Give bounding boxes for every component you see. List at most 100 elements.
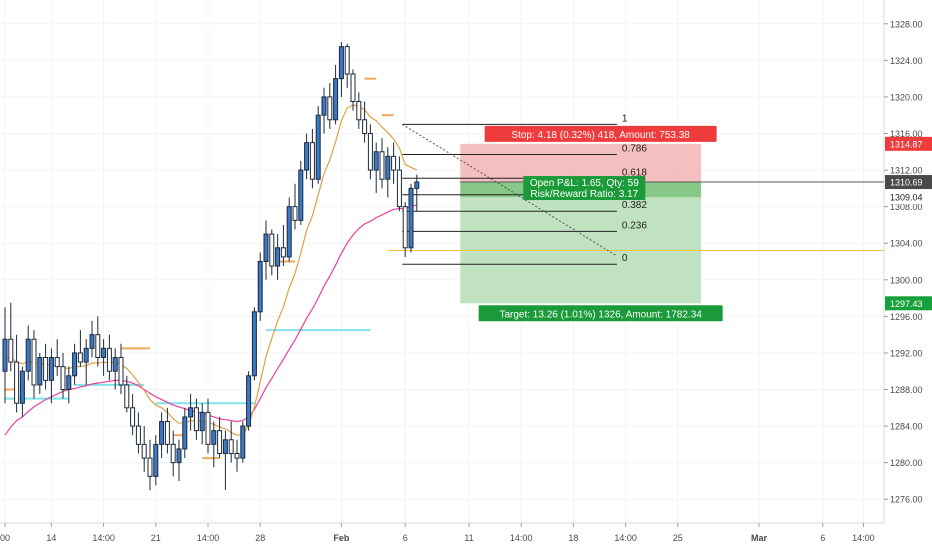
price-tick-label: 1296.00 bbox=[890, 312, 923, 322]
pnl-label-bg bbox=[523, 176, 646, 201]
price-tick-label: 1280.00 bbox=[890, 458, 923, 468]
candle-body bbox=[257, 261, 263, 313]
candle-body bbox=[153, 443, 159, 477]
candle-body bbox=[408, 187, 414, 249]
candle-body bbox=[141, 443, 147, 459]
time-tick-label: 18 bbox=[568, 533, 578, 543]
candle-body bbox=[159, 421, 165, 445]
ma-pink-line bbox=[4, 204, 417, 436]
time-tick-label: 14:00 bbox=[197, 533, 220, 543]
pnl-label-text: Open P&L: 1.65, Qty: 59 bbox=[530, 178, 639, 189]
candle-body bbox=[304, 142, 310, 171]
price-badge-label: 1297.43 bbox=[890, 299, 923, 309]
price-badge-label: 1309.04 bbox=[890, 193, 923, 203]
candle-body bbox=[25, 338, 31, 372]
candle-body bbox=[101, 347, 107, 359]
candle-body bbox=[77, 352, 83, 363]
candle-body bbox=[193, 407, 199, 432]
time-tick-label: 00 bbox=[0, 533, 10, 543]
fib-level-label: 0 bbox=[622, 253, 628, 264]
target-label-text: Target: 13.26 (1.01%) 1326, Amount: 1782… bbox=[499, 309, 702, 320]
candle-body bbox=[83, 347, 89, 363]
candle-body bbox=[112, 357, 118, 372]
price-tick-label: 1292.00 bbox=[890, 348, 923, 358]
candle-body bbox=[60, 366, 66, 391]
price-badge-bg bbox=[885, 296, 932, 311]
candle-body bbox=[321, 96, 327, 116]
price-tick-label: 1312.00 bbox=[890, 166, 923, 176]
candle-body bbox=[362, 119, 368, 134]
candle-body bbox=[130, 407, 136, 427]
candle-body bbox=[327, 96, 333, 121]
candle-body bbox=[228, 439, 234, 455]
position-tool[interactable] bbox=[460, 143, 884, 304]
candle-body bbox=[95, 334, 101, 359]
fib-trend-line bbox=[402, 123, 618, 257]
candle-body bbox=[396, 169, 402, 208]
time-tick-label: Feb bbox=[333, 533, 350, 543]
time-axis[interactable]: 00 14 14:00 21 14:00 28 Feb 6 11 14:00 18 14:00 25 Ma… bbox=[0, 522, 884, 543]
candle-body bbox=[176, 448, 182, 464]
candlestick-series bbox=[2, 42, 420, 491]
candle-body bbox=[263, 233, 269, 262]
price-badge-label: 1314.87 bbox=[890, 139, 923, 149]
fib-level-label: 1 bbox=[622, 113, 628, 124]
candle-body bbox=[170, 443, 176, 464]
price-badge-bg bbox=[885, 190, 932, 205]
stop-label-bg bbox=[484, 125, 717, 142]
candle-body bbox=[356, 100, 362, 121]
stop-label-text: Stop: 4.18 (0.32%) 418, Amount: 753.38 bbox=[511, 130, 690, 141]
candle-body bbox=[350, 73, 356, 102]
candle-body bbox=[8, 338, 14, 363]
rr-label-text: Risk/Reward Ratio: 3.17 bbox=[530, 189, 638, 200]
time-tick-label: 14:00 bbox=[614, 533, 637, 543]
time-tick-label: 14:00 bbox=[510, 533, 533, 543]
candle-body bbox=[292, 206, 298, 221]
candle-body bbox=[344, 46, 350, 75]
price-tick-label: 1300.00 bbox=[890, 275, 923, 285]
price-tick-label: 1308.00 bbox=[890, 202, 923, 212]
candle-body bbox=[286, 206, 292, 258]
price-tick-label: 1304.00 bbox=[890, 239, 923, 249]
candle-body bbox=[391, 155, 397, 171]
time-tick-label: 25 bbox=[673, 533, 683, 543]
price-tick-label: 1324.00 bbox=[890, 56, 923, 66]
candle-body bbox=[37, 357, 43, 386]
candle-body bbox=[234, 453, 240, 459]
target-label-bg bbox=[478, 305, 723, 322]
candle-body bbox=[298, 169, 304, 221]
price-tick-label: 1320.00 bbox=[890, 92, 923, 102]
time-tick-label: 21 bbox=[151, 533, 161, 543]
price-tick-label: 1288.00 bbox=[890, 385, 923, 395]
candle-body bbox=[19, 370, 25, 404]
candle-body bbox=[48, 357, 54, 381]
fib-level-label: 0.236 bbox=[622, 220, 647, 231]
price-tick-label: 1276.00 bbox=[890, 495, 923, 505]
fib-level-label: 0.786 bbox=[622, 144, 647, 155]
stop-zone bbox=[460, 143, 701, 183]
candle-body bbox=[211, 430, 217, 445]
candle-body bbox=[89, 334, 95, 349]
candle-body bbox=[414, 181, 420, 189]
price-axis[interactable]: 1276.00 1280.00 1284.00 1288.00 1292.00 1296.… bbox=[883, 0, 932, 523]
time-tick-label: 6 bbox=[820, 533, 825, 543]
candle-body bbox=[205, 411, 211, 445]
candle-body bbox=[43, 357, 49, 381]
candle-body bbox=[240, 425, 246, 459]
candle-body bbox=[188, 407, 194, 418]
time-tick-label: 14:00 bbox=[852, 533, 875, 543]
time-tick-label: 28 bbox=[255, 533, 265, 543]
candle-body bbox=[280, 247, 286, 258]
candle-body bbox=[315, 114, 321, 180]
candle-body bbox=[72, 352, 78, 377]
price-tick-label: 1316.00 bbox=[890, 129, 923, 139]
candle-body bbox=[66, 375, 72, 391]
candle-body bbox=[124, 384, 130, 409]
time-tick-label: 14:00 bbox=[92, 533, 115, 543]
fib-level-label: 0.382 bbox=[622, 200, 647, 211]
candle-body bbox=[333, 78, 339, 121]
candle-body bbox=[217, 430, 223, 455]
